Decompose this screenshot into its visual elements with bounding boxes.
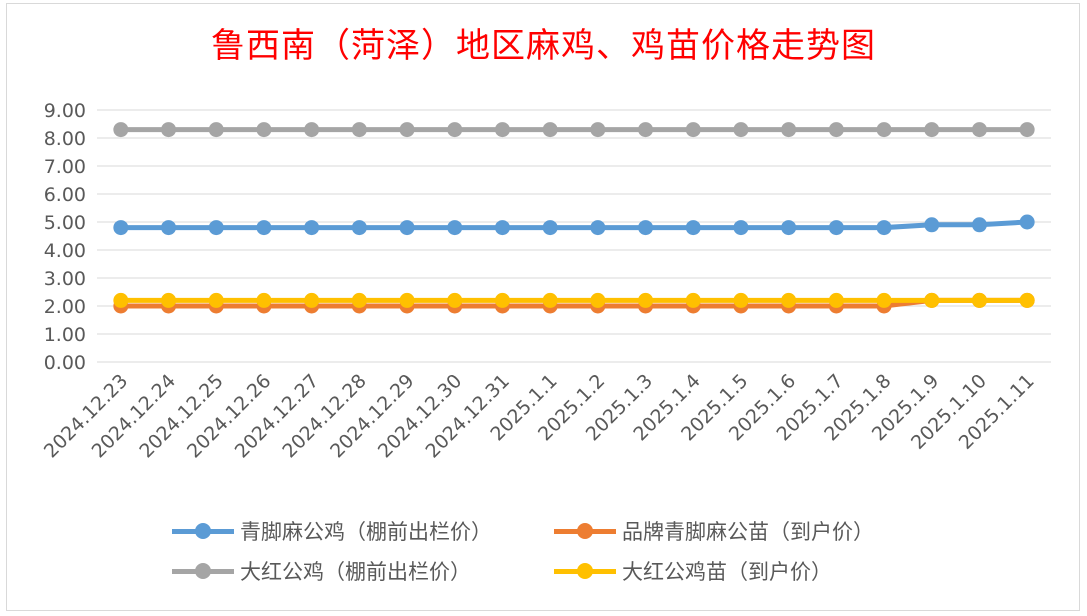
data-point-series-1 [256, 220, 272, 236]
data-point-series-4 [638, 292, 654, 308]
legend-label-series-3: 大红公鸡（棚前出栏价） [240, 560, 471, 584]
data-point-series-4 [828, 292, 844, 308]
data-point-series-4 [876, 292, 892, 308]
data-point-series-3 [971, 122, 987, 138]
data-point-series-3 [161, 122, 177, 138]
data-point-series-4 [351, 292, 367, 308]
data-point-series-1 [828, 220, 844, 236]
data-point-series-1 [351, 220, 367, 236]
y-tick-label: 7.00 [44, 156, 86, 178]
y-tick-label: 2.00 [44, 296, 86, 318]
data-point-series-3 [351, 122, 367, 138]
y-tick-label: 6.00 [44, 184, 86, 206]
y-tick-label: 8.00 [44, 128, 86, 150]
legend-item-series-1: 青脚麻公鸡（棚前出栏价） [172, 516, 492, 546]
data-point-series-3 [828, 122, 844, 138]
data-point-series-1 [542, 220, 558, 236]
series-line-2 [118, 297, 1030, 309]
data-point-series-1 [494, 220, 510, 236]
data-point-series-4 [447, 292, 463, 308]
data-point-series-4 [304, 292, 320, 308]
y-tick-label: 3.00 [44, 268, 86, 290]
legend-item-series-4: 大红公鸡苗（到户价） [554, 556, 832, 586]
data-point-series-3 [590, 122, 606, 138]
data-point-series-1 [638, 220, 654, 236]
data-point-series-4 [1019, 292, 1035, 308]
data-point-series-3 [924, 122, 940, 138]
data-point-series-1 [161, 220, 177, 236]
data-point-series-3 [399, 122, 415, 138]
data-point-series-4 [494, 292, 510, 308]
data-point-series-4 [256, 292, 272, 308]
legend-label-series-1: 青脚麻公鸡（棚前出栏价） [240, 520, 492, 544]
data-point-series-3 [447, 122, 463, 138]
legend-swatch-series-2 [554, 523, 616, 539]
data-point-series-1 [924, 217, 940, 233]
data-point-series-4 [208, 292, 224, 308]
data-point-series-3 [542, 122, 558, 138]
data-point-series-1 [685, 220, 701, 236]
data-point-series-4 [590, 292, 606, 308]
data-point-series-3 [256, 122, 272, 138]
data-point-series-4 [924, 292, 940, 308]
legend-item-series-3: 大红公鸡（棚前出栏价） [172, 556, 471, 586]
legend-label-series-2: 品牌青脚麻公苗（到户价） [622, 520, 874, 544]
data-point-series-4 [113, 292, 129, 308]
y-tick-label: 5.00 [44, 212, 86, 234]
data-point-series-1 [1019, 214, 1035, 230]
legend-label-series-4: 大红公鸡苗（到户价） [622, 560, 832, 584]
data-point-series-3 [1019, 122, 1035, 138]
data-point-series-4 [542, 292, 558, 308]
data-point-series-3 [685, 122, 701, 138]
series-line-1 [118, 219, 1030, 231]
chart-title: 鲁西南（菏泽）地区麻鸡、鸡苗价格走势图 [211, 26, 876, 66]
data-point-series-4 [685, 292, 701, 308]
y-tick-label: 1.00 [44, 324, 86, 346]
data-point-series-4 [399, 292, 415, 308]
data-point-series-1 [781, 220, 797, 236]
data-point-series-4 [781, 292, 797, 308]
data-point-series-4 [733, 292, 749, 308]
data-point-series-4 [971, 292, 987, 308]
data-point-series-1 [971, 217, 987, 233]
data-point-series-1 [447, 220, 463, 236]
data-point-series-1 [208, 220, 224, 236]
data-point-series-3 [494, 122, 510, 138]
data-point-series-3 [113, 122, 129, 138]
data-point-series-3 [304, 122, 320, 138]
legend-item-series-2: 品牌青脚麻公苗（到户价） [554, 516, 874, 546]
data-point-series-3 [638, 122, 654, 138]
data-point-series-1 [876, 220, 892, 236]
data-point-series-1 [113, 220, 129, 236]
data-point-series-1 [590, 220, 606, 236]
data-point-series-1 [399, 220, 415, 236]
legend-swatch-series-1 [172, 523, 234, 539]
data-point-series-1 [304, 220, 320, 236]
data-point-series-3 [208, 122, 224, 138]
data-point-series-1 [733, 220, 749, 236]
data-point-series-3 [876, 122, 892, 138]
legend-swatch-series-3 [172, 563, 234, 579]
legend-swatch-series-4 [554, 563, 616, 579]
data-point-series-3 [733, 122, 749, 138]
data-point-series-3 [781, 122, 797, 138]
y-tick-label: 9.00 [44, 100, 86, 122]
y-tick-label: 0.00 [44, 352, 86, 374]
data-point-series-4 [161, 292, 177, 308]
y-tick-label: 4.00 [44, 240, 86, 262]
